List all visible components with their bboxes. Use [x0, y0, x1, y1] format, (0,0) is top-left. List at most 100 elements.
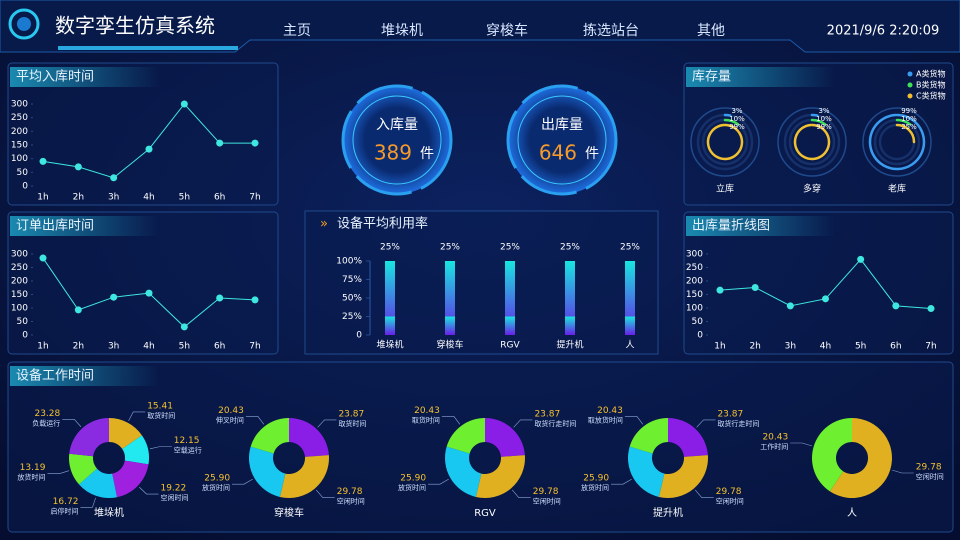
ring-arc	[723, 118, 740, 126]
slice-label: 空闲时间	[716, 497, 744, 506]
value-label: 23.87	[717, 409, 743, 419]
point	[216, 294, 224, 302]
slice-label: 取货时间	[338, 419, 366, 428]
stat-ring	[352, 95, 442, 185]
value-label: 23.87	[338, 409, 364, 419]
pie-name: 提升机	[653, 506, 683, 519]
y-tick-label: 150	[686, 290, 703, 300]
slice	[289, 418, 329, 457]
x-tick-label: 1h	[37, 193, 48, 203]
value-label: 29.78	[916, 462, 942, 472]
leader-line	[611, 478, 632, 485]
stat-value: 389	[374, 141, 412, 165]
nav-item[interactable]: 堆垛机	[381, 23, 423, 39]
slice-label: 空闲时间	[160, 493, 188, 502]
value-label: 25%	[901, 123, 917, 131]
leader-line	[316, 489, 335, 498]
header: 数字孪生仿真系统 2021/9/6 2:20:09	[0, 0, 960, 53]
x-tick-label: 5h	[179, 193, 190, 203]
x-tick-label: 2h	[73, 193, 84, 203]
value-label: 3%	[731, 107, 742, 115]
ring-arc	[895, 123, 916, 144]
pie-name: RGV	[474, 508, 496, 519]
value-label: 25%	[560, 243, 580, 253]
panel	[7, 361, 954, 533]
logo-core	[17, 17, 31, 31]
y-tick-label: 150	[11, 141, 28, 151]
value-label: 20.43	[218, 406, 244, 416]
title-bar	[686, 216, 836, 236]
value-label: 99%	[901, 107, 917, 115]
panel-title: 订单出库时间	[16, 218, 94, 234]
y-tick-label: 50	[692, 317, 704, 327]
nav-item[interactable]: 主页	[283, 23, 311, 39]
point	[39, 254, 47, 262]
value-label: 25%	[440, 243, 460, 253]
x-tick-label: 7h	[249, 193, 260, 203]
value-label: 99%	[729, 123, 745, 131]
bar-track	[505, 261, 515, 335]
stat-label: 出库量	[541, 117, 583, 133]
value-label: 20.43	[414, 406, 440, 416]
slice	[485, 418, 525, 457]
point	[892, 302, 900, 310]
point	[145, 289, 153, 297]
x-tick-label: 5h	[179, 342, 190, 352]
x-tick-label: 堆垛机	[376, 339, 403, 351]
nav-item[interactable]: 穿梭车	[486, 22, 528, 39]
value-label: 99%	[816, 123, 832, 131]
leader-line	[128, 411, 146, 421]
value-label: 29.78	[716, 487, 742, 497]
x-tick-label: 5h	[855, 342, 866, 352]
value-label: 25%	[500, 243, 520, 253]
category-label: 立库	[716, 183, 734, 195]
x-tick-label: 4h	[143, 342, 154, 352]
panel-title: 设备平均利用率	[337, 216, 428, 232]
bar	[505, 316, 515, 335]
title-icon: »	[320, 217, 328, 232]
value-label: 20.43	[762, 433, 788, 443]
value-label: 25.90	[204, 474, 230, 484]
nav-item[interactable]: 其他	[697, 23, 725, 39]
bar	[565, 316, 575, 335]
point	[74, 306, 82, 314]
legend-label: C类货物	[916, 91, 946, 101]
panel-title: 平均入库时间	[16, 69, 94, 85]
leader-line	[790, 442, 812, 447]
bar	[625, 316, 635, 335]
x-tick-label: 2h	[73, 342, 84, 352]
nav-item[interactable]: 拣选站台	[583, 23, 639, 39]
y-tick-label: 50	[17, 168, 29, 178]
title-bar	[686, 67, 836, 87]
pie-name: 人	[847, 507, 857, 519]
leader-line	[245, 416, 265, 425]
point	[751, 283, 759, 291]
point	[145, 145, 153, 153]
y-tick-label: 50	[17, 317, 29, 327]
slice	[658, 455, 708, 499]
bar	[445, 316, 455, 335]
x-tick-label: 穿梭车	[436, 339, 463, 351]
bar-track	[445, 261, 455, 335]
x-tick-label: 4h	[143, 193, 154, 203]
y-tick-label: 200	[11, 277, 28, 287]
app-title: 数字孪生仿真系统	[55, 14, 215, 38]
slice	[629, 418, 668, 454]
value-label: 25.90	[400, 474, 426, 484]
y-tick-label: 300	[686, 250, 703, 260]
x-tick-label: 4h	[820, 342, 831, 352]
slice-label: 空闲时间	[337, 497, 365, 506]
slice	[668, 418, 708, 457]
point	[251, 296, 259, 304]
value-label: 23.87	[534, 409, 560, 419]
slice-label: 空载运行	[174, 446, 202, 455]
slice	[122, 435, 149, 465]
ring-arc	[706, 123, 744, 161]
x-tick-label: 1h	[37, 342, 48, 352]
slice-label: 放货时间	[581, 483, 609, 492]
point	[786, 302, 794, 310]
point	[110, 174, 118, 182]
slice	[249, 446, 286, 497]
title-bar	[10, 216, 160, 236]
y-tick-label: 300	[11, 100, 28, 110]
